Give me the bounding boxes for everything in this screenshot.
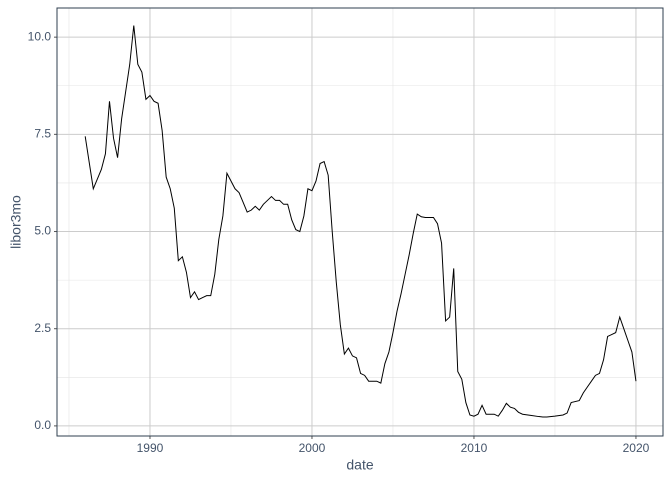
x-tick-label: 2000: [299, 441, 326, 455]
x-tick-label: 1990: [137, 441, 164, 455]
x-tick-label: 2020: [623, 441, 650, 455]
panel-border: [56, 7, 664, 437]
y-axis-title: libor3mo: [8, 195, 24, 249]
y-tick-label: 10.0: [28, 29, 52, 43]
data-line: [84, 25, 637, 418]
x-tick-label: 2010: [461, 441, 488, 455]
y-tick-label: 5.0: [34, 224, 51, 238]
y-tick-label: 7.5: [34, 127, 51, 141]
x-axis-title: date: [346, 457, 373, 473]
y-tick-label: 2.5: [34, 321, 51, 335]
y-tick-label: 0.0: [34, 418, 51, 432]
